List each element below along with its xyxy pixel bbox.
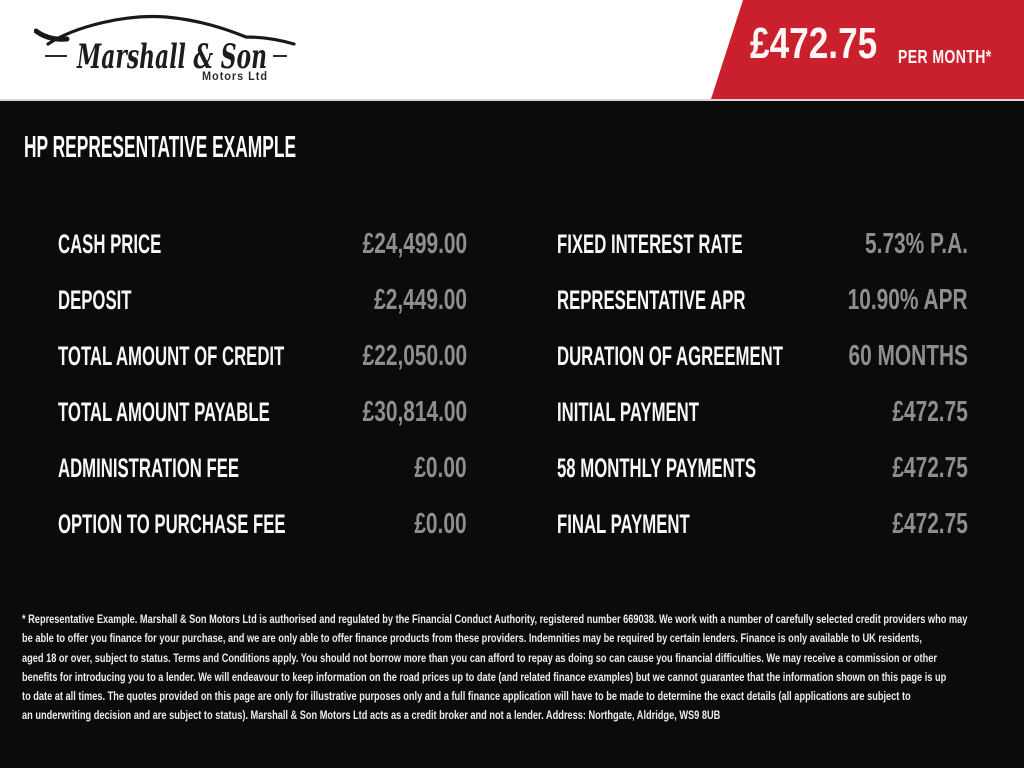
row-value: £0.00 xyxy=(414,452,467,484)
finance-row-final-payment: FINAL PAYMENT £472.75 xyxy=(557,496,968,552)
logo-brand-text: Marshall & Son xyxy=(76,37,267,77)
price-banner: £472.75 PER MONTH* xyxy=(711,0,1024,99)
row-value: £472.75 xyxy=(892,508,968,540)
row-value: £472.75 xyxy=(892,396,968,428)
fine-print-line: * Representative Example. Marshall & Son… xyxy=(22,612,968,626)
fine-print-line: be able to offer you finance for your pu… xyxy=(22,631,922,646)
monthly-price-amount: £472.75 xyxy=(750,19,878,68)
finance-row-total-amount-payable: TOTAL AMOUNT PAYABLE £30,814.00 xyxy=(58,384,467,440)
row-value: £24,499.00 xyxy=(362,228,467,260)
finance-row-monthly-payments: 58 MONTHLY PAYMENTS £472.75 xyxy=(557,440,968,496)
row-label: ADMINISTRATION FEE xyxy=(58,453,240,483)
row-value: 5.73% P.A. xyxy=(865,228,968,260)
car-silhouette-icon xyxy=(34,14,296,46)
finance-row-fixed-interest-rate: FIXED INTEREST RATE 5.73% P.A. xyxy=(557,216,968,272)
finance-row-duration-of-agreement: DURATION OF AGREEMENT 60 MONTHS xyxy=(557,328,968,384)
row-label: REPRESENTATIVE APR xyxy=(557,285,746,315)
row-label: TOTAL AMOUNT PAYABLE xyxy=(58,397,270,427)
finance-table: CASH PRICE £24,499.00 FIXED INTEREST RAT… xyxy=(58,216,968,552)
finance-row-option-to-purchase-fee: OPTION TO PURCHASE FEE £0.00 xyxy=(58,496,467,552)
fine-print-line: an underwriting decision and are subject… xyxy=(22,708,721,723)
finance-row-administration-fee: ADMINISTRATION FEE £0.00 xyxy=(58,440,467,496)
row-label: TOTAL AMOUNT OF CREDIT xyxy=(58,341,285,371)
finance-row-representative-apr: REPRESENTATIVE APR 10.90% APR xyxy=(557,272,968,328)
row-label: OPTION TO PURCHASE FEE xyxy=(58,509,286,539)
dealer-logo: Marshall & Son Motors Ltd xyxy=(34,14,296,83)
row-value: £472.75 xyxy=(892,452,968,484)
page-title: HP REPRESENTATIVE EXAMPLE xyxy=(24,129,297,164)
header-bar: Marshall & Son Motors Ltd £472.75 PER MO… xyxy=(0,0,1024,101)
fine-print-line: benefits for introducing you to a lender… xyxy=(22,669,947,684)
row-value: £0.00 xyxy=(414,508,467,540)
row-label: FINAL PAYMENT xyxy=(557,509,690,539)
row-label: DEPOSIT xyxy=(58,285,132,315)
row-label: 58 MONTHLY PAYMENTS xyxy=(557,453,757,483)
row-label: DURATION OF AGREEMENT xyxy=(557,341,783,371)
finance-row-initial-payment: INITIAL PAYMENT £472.75 xyxy=(557,384,968,440)
row-value: £2,449.00 xyxy=(374,284,467,316)
legal-fine-print: * Representative Example. Marshall & Son… xyxy=(22,610,968,726)
row-label: CASH PRICE xyxy=(58,229,162,259)
fine-print-line: aged 18 or over, subject to status. Term… xyxy=(22,650,937,665)
finance-row-total-amount-of-credit: TOTAL AMOUNT OF CREDIT £22,050.00 xyxy=(58,328,467,384)
row-value: 10.90% APR xyxy=(848,284,968,316)
row-value: 60 MONTHS xyxy=(848,340,968,372)
finance-row-cash-price: CASH PRICE £24,499.00 xyxy=(58,216,467,272)
logo-subtitle-text: Motors Ltd xyxy=(202,71,268,83)
row-label: FIXED INTEREST RATE xyxy=(557,229,743,259)
row-label: INITIAL PAYMENT xyxy=(557,397,699,427)
fine-print-line: to date at all times. The quotes provide… xyxy=(22,689,911,704)
row-value: £22,050.00 xyxy=(362,340,467,372)
finance-row-deposit: DEPOSIT £2,449.00 xyxy=(58,272,467,328)
monthly-price-period: PER MONTH* xyxy=(898,47,992,67)
row-value: £30,814.00 xyxy=(362,396,467,428)
